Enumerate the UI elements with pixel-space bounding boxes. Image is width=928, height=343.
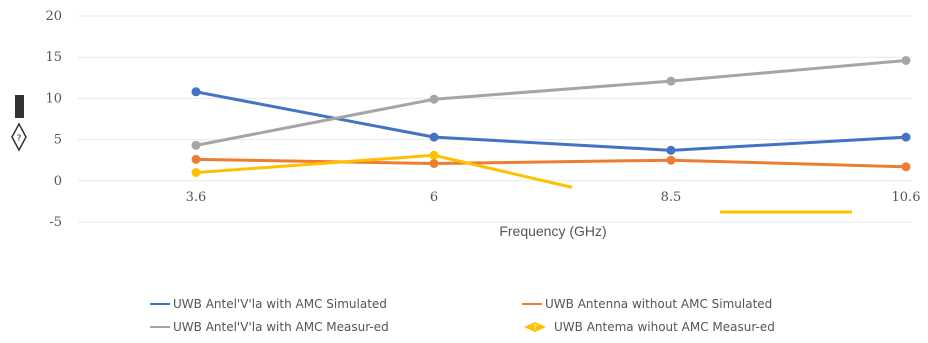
y-tick-label: 5 bbox=[54, 133, 62, 148]
svg-text:?: ? bbox=[17, 134, 22, 144]
legend-label-3: UWB Antel'V'la with AMC Measur-ed bbox=[173, 320, 389, 334]
x-tick-label: 3.6 bbox=[186, 190, 207, 205]
data-point bbox=[429, 132, 439, 142]
data-point bbox=[901, 162, 911, 172]
legend-swatch-3 bbox=[150, 326, 170, 328]
y-axis-diamond-icon: ? bbox=[11, 122, 27, 152]
data-point bbox=[901, 55, 911, 65]
x-tick-labels: 3.6 6 8.5 10.6 bbox=[186, 190, 921, 205]
data-point bbox=[429, 158, 439, 168]
x-tick-label: 10.6 bbox=[892, 190, 921, 205]
legend-label-2: UWB Antenna without AMC Simulated bbox=[545, 297, 773, 311]
data-point bbox=[666, 145, 676, 155]
legend-swatch-1 bbox=[150, 303, 170, 305]
y-tick-label: 15 bbox=[45, 50, 62, 65]
series-points bbox=[191, 55, 911, 178]
series-line-2 bbox=[195, 157, 907, 169]
legend-item-2: UWB Antenna without AMC Simulated bbox=[522, 297, 772, 311]
legend-item-3: UWB Antel'V'la with AMC Measur-ed bbox=[150, 320, 389, 334]
svg-text:?: ? bbox=[533, 323, 537, 332]
legend-item-4: ? UWB Antema wihout AMC Measur-ed bbox=[522, 320, 775, 334]
x-tick-label: 6 bbox=[430, 190, 438, 205]
data-point bbox=[191, 154, 201, 164]
y-tick-label: 0 bbox=[54, 174, 62, 189]
y-tick-label: -5 bbox=[49, 215, 62, 230]
series-line-1 bbox=[195, 90, 907, 152]
legend-item-1: UWB Antel'V'la with AMC Simulated bbox=[150, 297, 387, 311]
data-point bbox=[666, 155, 676, 165]
legend-swatch-2 bbox=[522, 303, 542, 305]
legend-swatch-4: ? bbox=[524, 322, 546, 332]
data-point bbox=[666, 76, 676, 86]
x-tick-label: 8.5 bbox=[661, 190, 682, 205]
y-tick-label: 10 bbox=[45, 91, 62, 106]
data-point bbox=[901, 132, 911, 142]
data-point bbox=[191, 168, 201, 178]
data-point bbox=[429, 94, 439, 104]
x-axis-label: Frequency (GHz) bbox=[499, 223, 606, 239]
series-line-3 bbox=[195, 59, 907, 147]
series-lines bbox=[195, 59, 907, 189]
y-axis-mark-icon bbox=[15, 95, 24, 118]
grid-lines bbox=[78, 15, 912, 223]
legend-label-1: UWB Antel'V'la with AMC Simulated bbox=[173, 297, 387, 311]
data-point bbox=[429, 150, 439, 160]
y-tick-label: 20 bbox=[45, 9, 62, 24]
data-point bbox=[191, 87, 201, 97]
legend-label-4: UWB Antema wihout AMC Measur-ed bbox=[554, 320, 775, 334]
y-tick-labels: 20 15 10 5 0 -5 bbox=[45, 9, 62, 230]
data-point bbox=[191, 140, 201, 150]
